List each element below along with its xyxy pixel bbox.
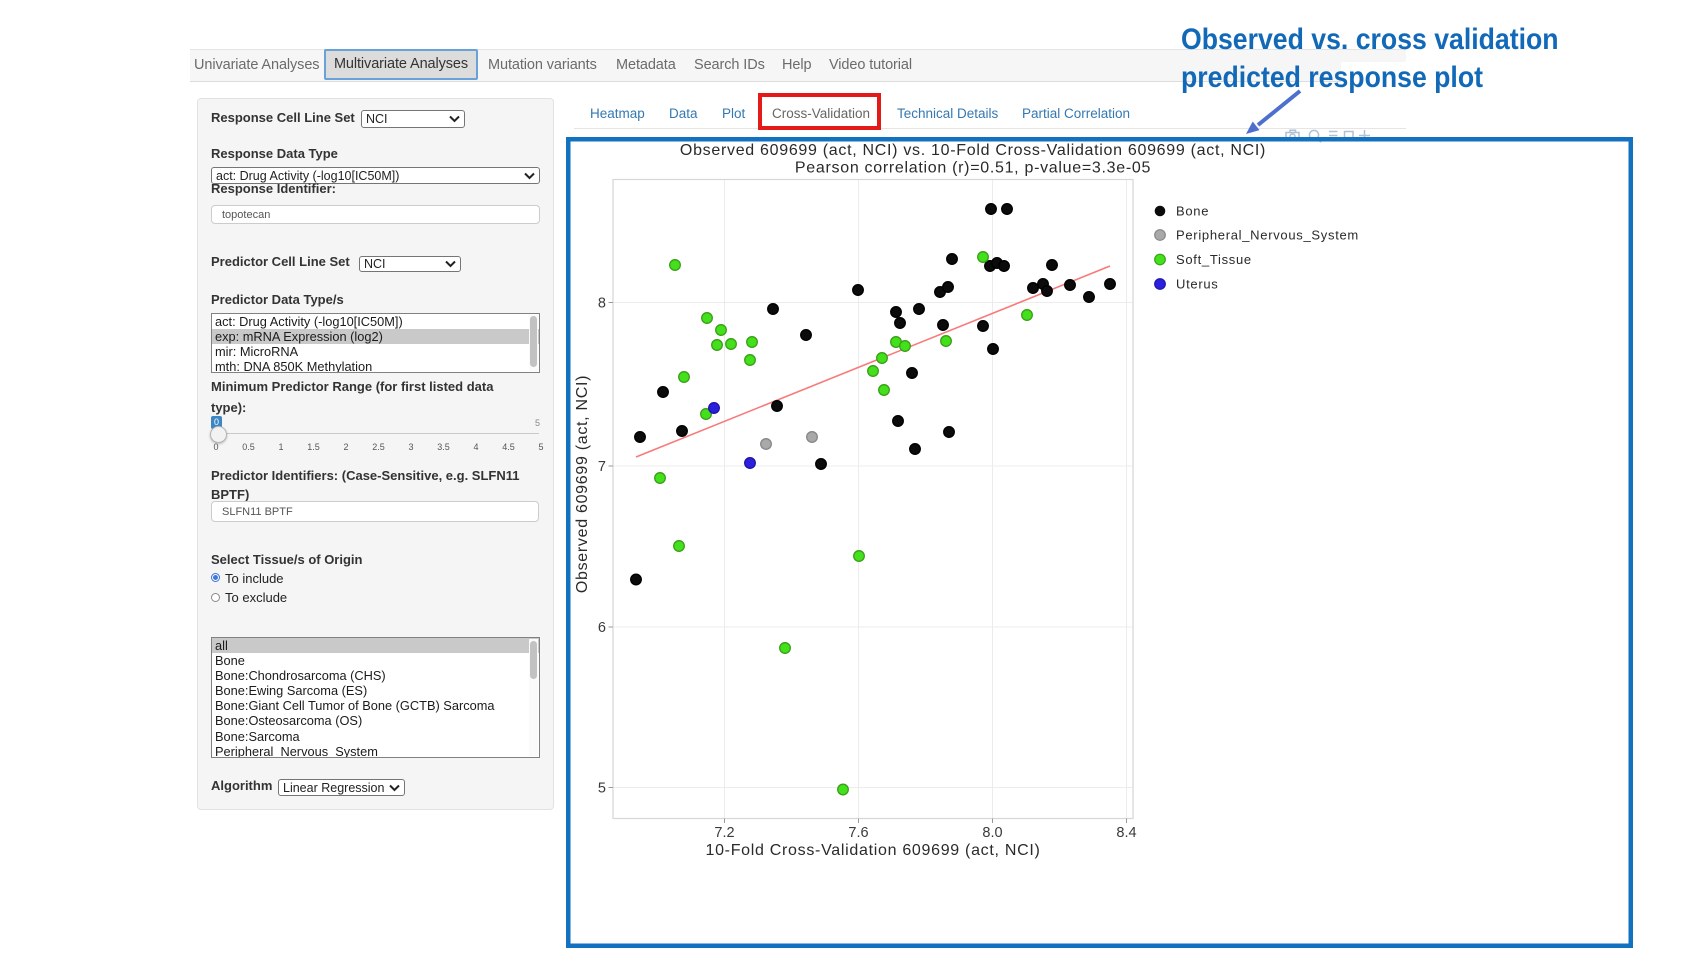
- svg-text:8: 8: [598, 296, 606, 312]
- svg-text:7.6: 7.6: [848, 825, 868, 841]
- svg-text:Peripheral_Nervous_System: Peripheral_Nervous_System: [1176, 228, 1359, 243]
- svg-text:6: 6: [598, 620, 606, 636]
- svg-text:Observed 609699 (act, NCI) vs.: Observed 609699 (act, NCI) vs. 10-Fold C…: [680, 142, 1266, 159]
- svg-text:5: 5: [598, 781, 606, 797]
- svg-text:10-Fold Cross-Validation 60969: 10-Fold Cross-Validation 609699 (act, NC…: [705, 842, 1040, 859]
- svg-text:Uterus: Uterus: [1176, 277, 1219, 292]
- svg-text:8.0: 8.0: [982, 825, 1002, 841]
- svg-text:7.2: 7.2: [714, 825, 734, 841]
- svg-text:Pearson correlation (r)=0.51,: Pearson correlation (r)=0.51, p-value=3.…: [795, 160, 1151, 177]
- svg-text:Observed 609699 (act, NCI): Observed 609699 (act, NCI): [574, 375, 591, 593]
- svg-text:8.4: 8.4: [1116, 825, 1136, 841]
- svg-text:7: 7: [598, 459, 606, 475]
- svg-text:Bone: Bone: [1176, 204, 1209, 219]
- svg-text:Soft_Tissue: Soft_Tissue: [1176, 252, 1252, 267]
